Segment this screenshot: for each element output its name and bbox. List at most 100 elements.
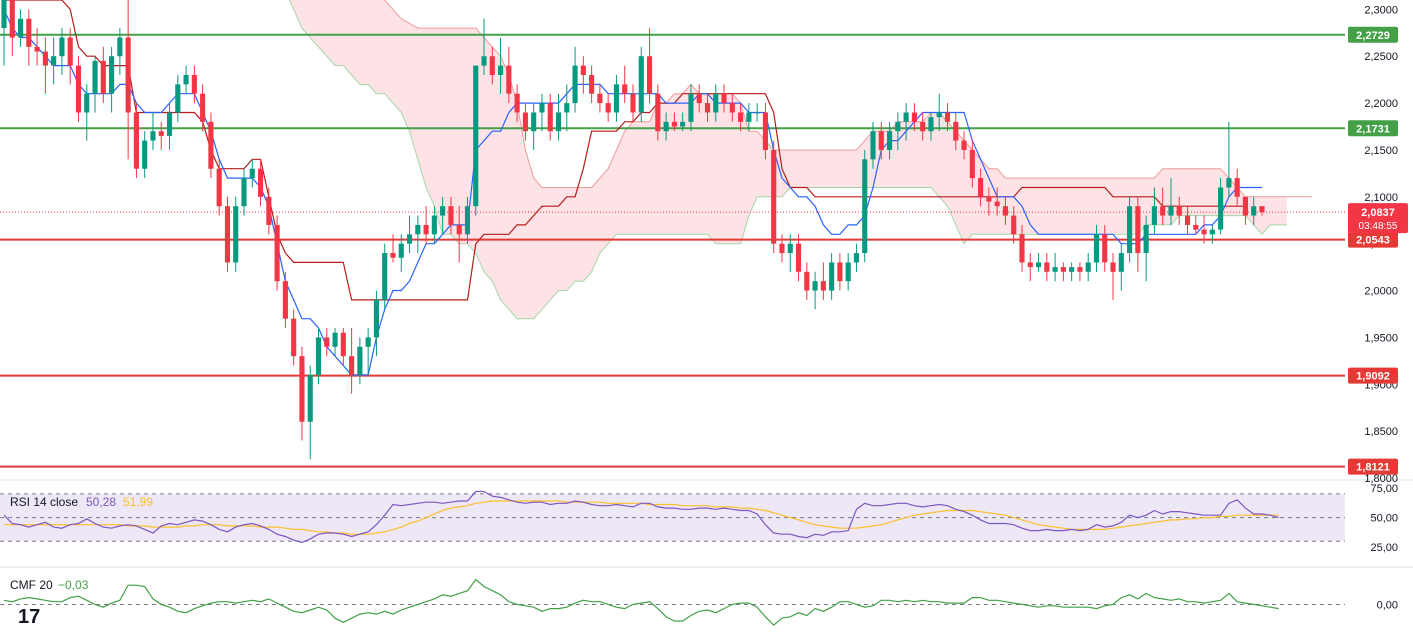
candle[interactable] [903, 103, 909, 141]
candle[interactable] [1176, 196, 1182, 225]
candle[interactable] [1027, 253, 1033, 282]
candle[interactable] [175, 74, 181, 122]
candle[interactable] [986, 187, 992, 216]
candle[interactable] [605, 93, 611, 122]
candle[interactable] [895, 112, 901, 150]
candle[interactable] [208, 112, 214, 179]
candle[interactable] [440, 196, 446, 235]
candle[interactable] [200, 84, 206, 132]
candle[interactable] [920, 112, 926, 141]
candle[interactable] [100, 46, 106, 104]
candle[interactable] [1077, 262, 1083, 282]
candle[interactable] [1234, 168, 1240, 207]
candle[interactable] [812, 271, 818, 310]
candle[interactable] [729, 93, 735, 122]
candle[interactable] [233, 196, 239, 272]
candle[interactable] [738, 103, 744, 132]
candle[interactable] [357, 337, 363, 385]
candle[interactable] [150, 112, 156, 150]
candle[interactable] [1127, 196, 1133, 263]
candle[interactable] [1251, 196, 1257, 225]
candle[interactable] [820, 262, 826, 300]
candle[interactable] [142, 131, 148, 179]
candle[interactable] [431, 206, 437, 244]
candle[interactable] [531, 103, 537, 150]
candle[interactable] [84, 84, 90, 141]
candle[interactable] [1093, 224, 1100, 272]
candle[interactable] [514, 84, 520, 122]
cmf-line[interactable] [3, 578, 1279, 626]
candle[interactable] [1019, 224, 1025, 272]
candle[interactable] [382, 243, 388, 310]
candle[interactable] [464, 196, 471, 244]
candle[interactable] [555, 93, 562, 141]
candle[interactable] [67, 28, 73, 85]
candle[interactable] [473, 65, 479, 216]
candle[interactable] [680, 112, 686, 132]
level-tag[interactable]: 1,9092 [1348, 367, 1398, 384]
candle[interactable] [829, 253, 835, 300]
candle[interactable] [307, 365, 313, 460]
candle[interactable] [51, 37, 57, 85]
candle[interactable] [481, 18, 487, 75]
candle[interactable] [42, 37, 48, 94]
candle[interactable] [597, 84, 603, 113]
cmf-pane[interactable] [0, 578, 1345, 626]
candle[interactable] [845, 253, 851, 291]
candle[interactable] [853, 243, 860, 272]
candle[interactable] [1242, 196, 1249, 225]
candle[interactable] [1118, 243, 1124, 291]
candle[interactable] [365, 328, 371, 375]
candle[interactable] [1052, 253, 1058, 282]
candle[interactable] [1, 0, 7, 66]
candle[interactable] [506, 46, 512, 104]
candle[interactable] [489, 46, 495, 85]
candle[interactable] [754, 103, 760, 122]
candle[interactable] [539, 93, 545, 132]
candle[interactable] [324, 328, 330, 357]
candle[interactable] [688, 84, 694, 132]
candle[interactable] [9, 0, 15, 57]
candle[interactable] [109, 46, 115, 113]
candle[interactable] [746, 103, 752, 132]
candle[interactable] [779, 234, 785, 263]
candle[interactable] [1035, 253, 1042, 272]
candle[interactable] [1193, 215, 1199, 235]
candle[interactable] [870, 121, 876, 169]
candle[interactable] [862, 149, 868, 263]
candle[interactable] [456, 206, 462, 263]
candle[interactable] [969, 140, 975, 188]
candle[interactable] [315, 328, 322, 385]
candle[interactable] [34, 28, 40, 66]
candle[interactable] [191, 65, 197, 104]
candle[interactable] [646, 28, 653, 104]
candle[interactable] [59, 28, 65, 75]
candle[interactable] [1060, 262, 1066, 282]
candle[interactable] [1168, 178, 1174, 225]
candle[interactable] [349, 328, 355, 394]
candle[interactable] [1259, 206, 1265, 216]
candle[interactable] [522, 103, 528, 141]
candle[interactable] [580, 56, 586, 94]
candle[interactable] [282, 271, 288, 329]
candle[interactable] [721, 84, 727, 113]
candle[interactable] [398, 234, 404, 272]
candle[interactable] [911, 103, 917, 132]
candle[interactable] [762, 103, 768, 160]
candle[interactable] [1218, 178, 1224, 235]
candle[interactable] [589, 65, 595, 104]
candle[interactable] [390, 234, 396, 263]
level-tag[interactable]: 1,8121 [1348, 458, 1398, 475]
candle[interactable] [928, 112, 934, 141]
candle[interactable] [133, 103, 139, 179]
candle[interactable] [1069, 262, 1075, 282]
candle[interactable] [944, 103, 951, 132]
candle[interactable] [216, 159, 222, 216]
candle[interactable] [406, 215, 413, 254]
candle[interactable] [1151, 187, 1157, 235]
candle[interactable] [117, 28, 123, 75]
rsi-line[interactable] [3, 490, 1279, 544]
candle[interactable] [1044, 253, 1050, 282]
candle[interactable] [572, 46, 578, 113]
